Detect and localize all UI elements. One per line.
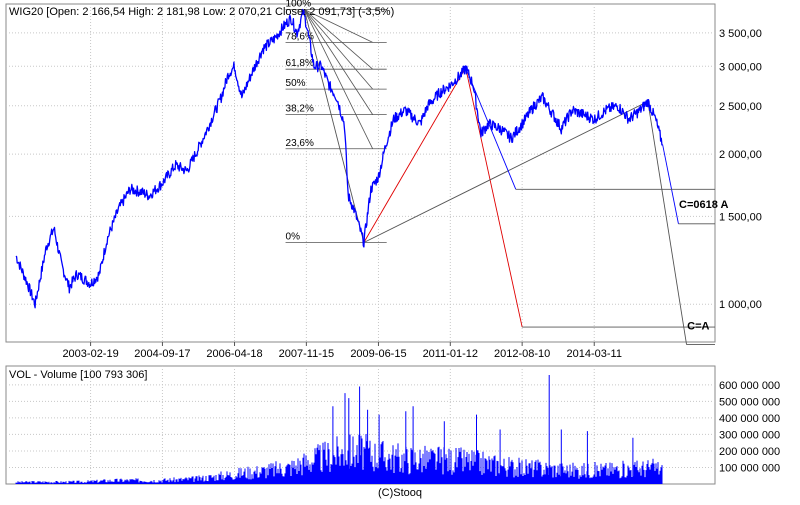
price-y-tick-label: 2 000,00	[719, 149, 762, 161]
x-tick-label: 2003-02-19	[62, 348, 118, 360]
fib-level-label: 61,8%	[286, 58, 314, 69]
projection-line	[363, 101, 649, 243]
x-tick-label: 2012-08-10	[494, 348, 550, 360]
price-series	[15, 8, 663, 309]
projection-line	[662, 144, 679, 224]
fib-level-label: 50%	[286, 78, 306, 89]
axes: 1 000,00 1 500,00 2 000,00 2 500,00 3 000,00…	[62, 28, 780, 475]
projection-line	[465, 67, 517, 190]
projection-line	[465, 67, 523, 328]
volume-y-tick-label: 200 000 000	[719, 446, 780, 458]
price-y-tick-label: 2 500,00	[719, 101, 762, 113]
volume-y-tick-label: 300 000 000	[719, 429, 780, 441]
x-tick-label: 2014-03-11	[567, 348, 622, 360]
fib-fan-line	[303, 9, 374, 115]
volume-y-tick-label: 600 000 000	[719, 380, 780, 392]
volume-bar	[15, 375, 663, 484]
volume-header: VOL - Volume [100 793 306]	[9, 369, 147, 381]
projection-line	[303, 9, 365, 243]
x-tick-label: 2007-11-15	[279, 348, 334, 360]
price-grid	[6, 4, 715, 342]
price-y-tick-label: 3 500,00	[719, 28, 762, 40]
price-panel-frame	[5, 3, 716, 343]
projection-line	[363, 67, 467, 243]
price-y-tick-label: 1 500,00	[719, 211, 762, 223]
wave-annotation: C=0618 A	[679, 199, 728, 211]
fib-level-label: 78,6%	[286, 31, 314, 42]
x-tick-label: 2004-09-17	[134, 348, 190, 360]
fib-fan-line	[304, 9, 373, 43]
volume-y-tick-label: 100 000 000	[719, 462, 780, 474]
volume-bars	[15, 375, 663, 484]
price-header: WIG20 [Open: 2 166,54 High: 2 181,98 Low…	[9, 6, 394, 18]
fib-level-label: 38,2%	[286, 104, 314, 115]
fib-fan-line	[303, 9, 373, 70]
price-y-tick-label: 1 000,00	[719, 299, 762, 311]
volume-y-tick-label: 500 000 000	[719, 396, 780, 408]
fib-level-label: 23,6%	[286, 138, 314, 149]
fib-level-label: 0%	[286, 231, 301, 242]
projection-line	[647, 101, 687, 345]
fib-fan-line	[303, 9, 374, 149]
wave-projections	[303, 9, 715, 346]
price-line	[15, 8, 663, 309]
fib-level-label: 100%	[286, 0, 312, 9]
x-tick-label: 2011-01-12	[423, 348, 478, 360]
volume-y-tick-label: 400 000 000	[719, 413, 780, 425]
x-tick-label: 2009-06-15	[350, 348, 406, 360]
annotations: C=0618 A C=A	[679, 199, 728, 333]
copyright: (C)Stooq	[378, 487, 422, 499]
price-y-tick-label: 3 000,00	[719, 61, 762, 73]
wave-annotation: C=A	[687, 320, 709, 332]
fib-fan-line	[303, 9, 373, 90]
x-tick-label: 2006-04-18	[206, 348, 262, 360]
